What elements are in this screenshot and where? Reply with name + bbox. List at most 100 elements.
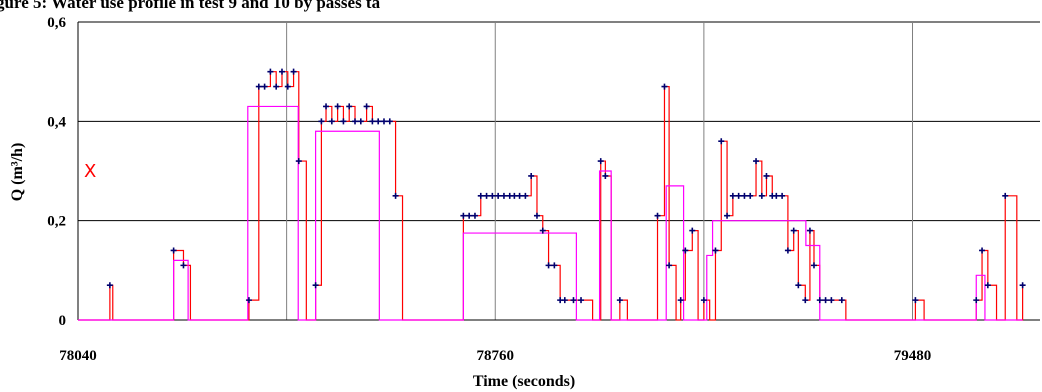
data-point-marker: [352, 118, 359, 125]
gridlines: [77, 21, 1040, 321]
data-point-marker: [369, 118, 376, 125]
data-point-marker: [616, 297, 623, 304]
data-point-marker: [912, 297, 919, 304]
data-point-marker: [700, 297, 707, 304]
data-point-marker: [392, 192, 399, 199]
data-point-marker: [539, 227, 546, 234]
data-point-marker: [677, 297, 684, 304]
data-point-marker: [810, 262, 817, 269]
data-point-marker: [545, 262, 552, 269]
y-tick-label: 0,4: [47, 114, 66, 130]
data-point-marker: [666, 262, 673, 269]
data-point-marker: [380, 118, 387, 125]
data-point-marker: [318, 118, 325, 125]
data-point-marker: [363, 103, 370, 110]
x-tick-label: 79480: [894, 348, 932, 364]
y-tick-labels: 0 0,2 0,4 0,6: [47, 15, 66, 329]
x-tick-label: 78040: [59, 348, 97, 364]
data-point-marker: [784, 247, 791, 254]
x-axis-label: Time (seconds): [473, 373, 575, 390]
data-point-marker: [340, 118, 347, 125]
data-point-marker: [741, 192, 748, 199]
data-point-marker: [528, 172, 535, 179]
data-point-marker: [773, 192, 780, 199]
data-point-marker: [357, 118, 364, 125]
data-point-marker: [838, 297, 845, 304]
y-tick-label: 0,6: [47, 15, 66, 31]
x-tick-labels: 78040 78760 79480: [59, 348, 931, 364]
y-tick-label: 0,2: [47, 214, 66, 230]
data-point-marker: [570, 297, 577, 304]
data-point-marker: [386, 118, 393, 125]
data-point-marker: [290, 68, 297, 75]
data-point-marker: [689, 227, 696, 234]
data-point-marker: [334, 103, 341, 110]
data-point-marker: [828, 297, 835, 304]
data-point-marker: [245, 297, 252, 304]
data-point-marker: [729, 192, 736, 199]
data-point-marker: [735, 192, 742, 199]
data-point-marker: [661, 83, 668, 90]
data-point-marker: [763, 172, 770, 179]
data-point-marker: [261, 83, 268, 90]
data-point-marker: [816, 297, 823, 304]
data-point-marker: [1019, 282, 1026, 289]
data-point-marker: [500, 192, 507, 199]
data-point-marker: [466, 212, 473, 219]
data-point-marker: [328, 118, 335, 125]
data-point-marker: [522, 192, 529, 199]
data-point-marker: [284, 83, 291, 90]
data-point-marker: [984, 282, 991, 289]
data-point-marker: [489, 192, 496, 199]
data-point-marker: [533, 212, 540, 219]
x-tick-label: 78760: [477, 348, 515, 364]
data-point-marker: [822, 297, 829, 304]
data-point-marker: [477, 192, 484, 199]
data-markers: [106, 68, 1026, 304]
data-point-marker: [460, 212, 467, 219]
data-point-marker: [483, 192, 490, 199]
data-point-marker: [802, 297, 809, 304]
data-point-marker: [511, 192, 518, 199]
data-point-marker: [758, 192, 765, 199]
data-point-marker: [180, 262, 187, 269]
data-point-marker: [790, 227, 797, 234]
data-point-marker: [718, 138, 725, 145]
data-point-marker: [973, 297, 980, 304]
data-point-marker: [323, 103, 330, 110]
data-point-marker: [1002, 192, 1009, 199]
data-point-marker: [278, 68, 285, 75]
data-point-marker: [255, 83, 262, 90]
data-point-marker: [597, 158, 604, 165]
data-point-marker: [747, 192, 754, 199]
data-point-marker: [106, 282, 113, 289]
data-point-marker: [170, 247, 177, 254]
data-point-marker: [806, 227, 813, 234]
series-red-step: [78, 71, 1024, 321]
data-point-marker: [516, 192, 523, 199]
data-point-marker: [267, 68, 274, 75]
data-point-marker: [273, 83, 280, 90]
data-point-marker: [561, 297, 568, 304]
data-point-marker: [495, 192, 502, 199]
data-point-marker: [312, 282, 319, 289]
data-point-marker: [295, 158, 302, 165]
chart-title: gure 5: Water use profile in test 9 and …: [0, 0, 381, 12]
red-x-marker: X: [84, 161, 96, 182]
data-point-marker: [654, 212, 661, 219]
data-point-marker: [779, 192, 786, 199]
data-point-marker: [753, 158, 760, 165]
data-point-marker: [602, 172, 609, 179]
data-point-marker: [375, 118, 382, 125]
data-point-marker: [551, 262, 558, 269]
data-point-marker: [979, 247, 986, 254]
data-point-marker: [346, 103, 353, 110]
series-magenta-step: [78, 105, 1023, 321]
y-axis-label: Q (m³/h): [9, 143, 26, 202]
y-tick-label: 0: [59, 313, 67, 329]
series-lines: [78, 71, 1024, 321]
data-point-marker: [712, 247, 719, 254]
data-point-marker: [682, 247, 689, 254]
data-point-marker: [471, 212, 478, 219]
